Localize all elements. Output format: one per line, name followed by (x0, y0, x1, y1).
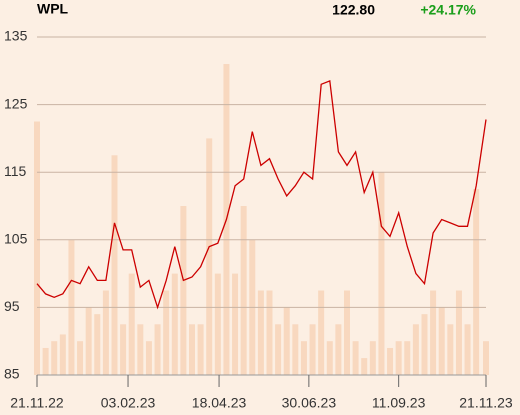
volume-bar (120, 324, 127, 375)
volume-bar (473, 189, 480, 375)
volume-bar (369, 341, 376, 375)
volume-bar (430, 290, 437, 375)
volume-bar (171, 273, 178, 375)
volume-bar (404, 341, 411, 375)
volume-bar (387, 347, 394, 375)
volume-bar (483, 341, 489, 375)
volume-bar (197, 324, 204, 375)
x-tick-label: 21.11.23 (459, 395, 513, 411)
volume-bar (206, 138, 213, 375)
volume-bar (85, 307, 92, 375)
volume-bar (438, 307, 445, 375)
volume-bar (412, 324, 419, 375)
volume-bar (128, 273, 135, 375)
y-tick-label: 135 (4, 28, 28, 44)
ticker: WPL (37, 1, 69, 17)
y-tick-label: 115 (4, 163, 27, 179)
volume-bar (111, 155, 118, 375)
volume-bar (154, 324, 161, 375)
volume-bar (145, 341, 152, 375)
volume-bar (257, 290, 264, 375)
volume-bar (180, 206, 187, 375)
volume-bar (42, 347, 49, 375)
y-tick-label: 105 (4, 231, 28, 247)
volume-bar (283, 307, 290, 375)
volume-bar (102, 290, 109, 375)
volume-bar (214, 273, 221, 375)
volume-bar (188, 324, 195, 375)
volume-bar (464, 324, 471, 375)
x-tick-label: 11.09.23 (372, 395, 426, 411)
volume-bar (163, 290, 170, 375)
volume-bar (94, 314, 101, 375)
volume-bar (361, 358, 368, 375)
volume-bar (447, 324, 454, 375)
volume-bar (343, 290, 350, 375)
y-tick-label: 125 (4, 95, 28, 111)
x-tick-label: 30.06.23 (282, 395, 337, 411)
volume-bar (395, 341, 402, 375)
volume-bar (137, 324, 144, 375)
volume-bar (326, 341, 333, 375)
volume-bar (77, 341, 84, 375)
volume-bar (59, 334, 66, 375)
y-tick-label: 85 (4, 366, 20, 382)
volume-bar (34, 121, 40, 375)
volume-bar (352, 341, 359, 375)
volume-bar (266, 290, 273, 375)
price-change: +24.17% (420, 2, 476, 18)
volume-bar (335, 324, 342, 375)
volume-bar (309, 324, 316, 375)
volume-bar (292, 324, 299, 375)
volume-bar (275, 324, 282, 375)
last-price: 122.80 (332, 2, 375, 18)
volume-bar (318, 290, 325, 375)
price-line (36, 79, 487, 310)
volume-bar (300, 341, 307, 375)
volume-bar (421, 314, 428, 375)
x-tick-label: 21.11.22 (10, 395, 64, 411)
y-tick-label: 95 (4, 298, 20, 314)
volume-bar (378, 172, 385, 375)
volume-bar (232, 273, 239, 375)
x-tick-label: 18.04.23 (192, 395, 247, 411)
volume-bar (455, 290, 462, 375)
volume-bar (240, 206, 247, 375)
x-tick-label: 03.02.23 (101, 395, 156, 411)
volume-bar (51, 341, 58, 375)
